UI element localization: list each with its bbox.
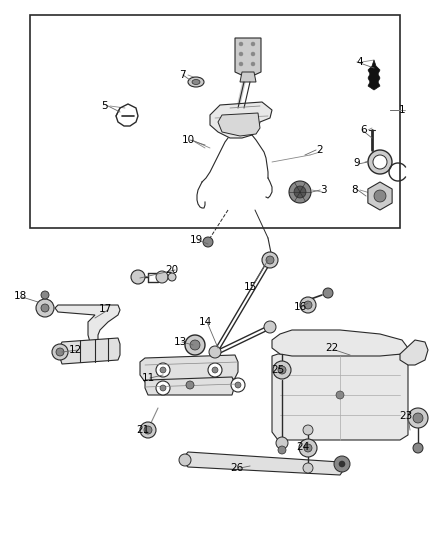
Circle shape <box>278 366 286 374</box>
Text: 7: 7 <box>179 70 185 80</box>
Text: 22: 22 <box>325 343 339 353</box>
Polygon shape <box>55 305 120 342</box>
Circle shape <box>413 413 423 423</box>
Circle shape <box>303 425 313 435</box>
Circle shape <box>56 348 64 356</box>
Circle shape <box>299 439 317 457</box>
Circle shape <box>209 346 221 358</box>
Circle shape <box>156 271 168 283</box>
Text: 15: 15 <box>244 282 257 292</box>
Circle shape <box>294 186 306 198</box>
Circle shape <box>303 463 313 473</box>
Circle shape <box>368 150 392 174</box>
Text: 13: 13 <box>173 337 187 347</box>
Circle shape <box>185 335 205 355</box>
Circle shape <box>231 378 245 392</box>
Circle shape <box>179 454 191 466</box>
Circle shape <box>323 288 333 298</box>
Circle shape <box>186 381 194 389</box>
Circle shape <box>41 291 49 299</box>
Polygon shape <box>145 377 235 395</box>
Text: 2: 2 <box>317 145 323 155</box>
Ellipse shape <box>188 77 204 87</box>
Polygon shape <box>140 355 238 382</box>
Text: 26: 26 <box>230 463 244 473</box>
Circle shape <box>289 181 311 203</box>
Text: 24: 24 <box>297 442 310 452</box>
Circle shape <box>52 344 68 360</box>
Circle shape <box>273 361 291 379</box>
Circle shape <box>140 422 156 438</box>
Text: 3: 3 <box>320 185 326 195</box>
Text: 18: 18 <box>14 291 27 301</box>
Polygon shape <box>183 452 345 475</box>
Circle shape <box>408 408 428 428</box>
Circle shape <box>212 367 218 373</box>
Circle shape <box>156 363 170 377</box>
Polygon shape <box>368 182 392 210</box>
Circle shape <box>262 252 278 268</box>
Text: 16: 16 <box>293 302 307 312</box>
Circle shape <box>168 273 176 281</box>
Circle shape <box>251 42 255 46</box>
Polygon shape <box>272 354 408 440</box>
Circle shape <box>144 426 152 434</box>
Circle shape <box>36 299 54 317</box>
Circle shape <box>208 363 222 377</box>
Circle shape <box>160 385 166 391</box>
Text: 5: 5 <box>102 101 108 111</box>
Polygon shape <box>218 113 260 136</box>
Text: 8: 8 <box>352 185 358 195</box>
Text: 4: 4 <box>357 57 363 67</box>
Polygon shape <box>210 102 272 138</box>
Circle shape <box>239 62 243 66</box>
Circle shape <box>278 446 286 454</box>
Circle shape <box>413 443 423 453</box>
Circle shape <box>276 437 288 449</box>
Bar <box>30 15 400 228</box>
Polygon shape <box>58 338 120 364</box>
Text: 17: 17 <box>99 304 112 314</box>
Text: 21: 21 <box>136 425 150 435</box>
Circle shape <box>235 382 241 388</box>
Ellipse shape <box>192 79 200 85</box>
Circle shape <box>300 297 316 313</box>
Polygon shape <box>235 38 261 78</box>
Text: 12: 12 <box>68 345 81 355</box>
Circle shape <box>373 155 387 169</box>
Polygon shape <box>368 60 380 90</box>
Circle shape <box>131 270 145 284</box>
Text: 1: 1 <box>399 105 405 115</box>
Circle shape <box>264 321 276 333</box>
Circle shape <box>266 256 274 264</box>
Circle shape <box>251 62 255 66</box>
Circle shape <box>160 367 166 373</box>
Polygon shape <box>240 72 256 82</box>
Circle shape <box>251 52 255 56</box>
Circle shape <box>41 304 49 312</box>
Text: 6: 6 <box>360 125 367 135</box>
Circle shape <box>190 340 200 350</box>
Text: 20: 20 <box>166 265 179 275</box>
Circle shape <box>304 301 312 309</box>
Circle shape <box>334 456 350 472</box>
Text: 9: 9 <box>354 158 360 168</box>
Circle shape <box>339 461 345 467</box>
Circle shape <box>374 190 386 202</box>
Circle shape <box>156 381 170 395</box>
Text: 25: 25 <box>272 365 285 375</box>
Circle shape <box>203 237 213 247</box>
Polygon shape <box>400 340 428 365</box>
Circle shape <box>239 52 243 56</box>
Circle shape <box>336 391 344 399</box>
Circle shape <box>239 42 243 46</box>
Text: 19: 19 <box>189 235 203 245</box>
Text: 11: 11 <box>141 373 155 383</box>
Circle shape <box>304 444 312 452</box>
Text: 14: 14 <box>198 317 212 327</box>
Polygon shape <box>272 330 408 356</box>
Text: 10: 10 <box>181 135 194 145</box>
Text: 23: 23 <box>399 411 413 421</box>
